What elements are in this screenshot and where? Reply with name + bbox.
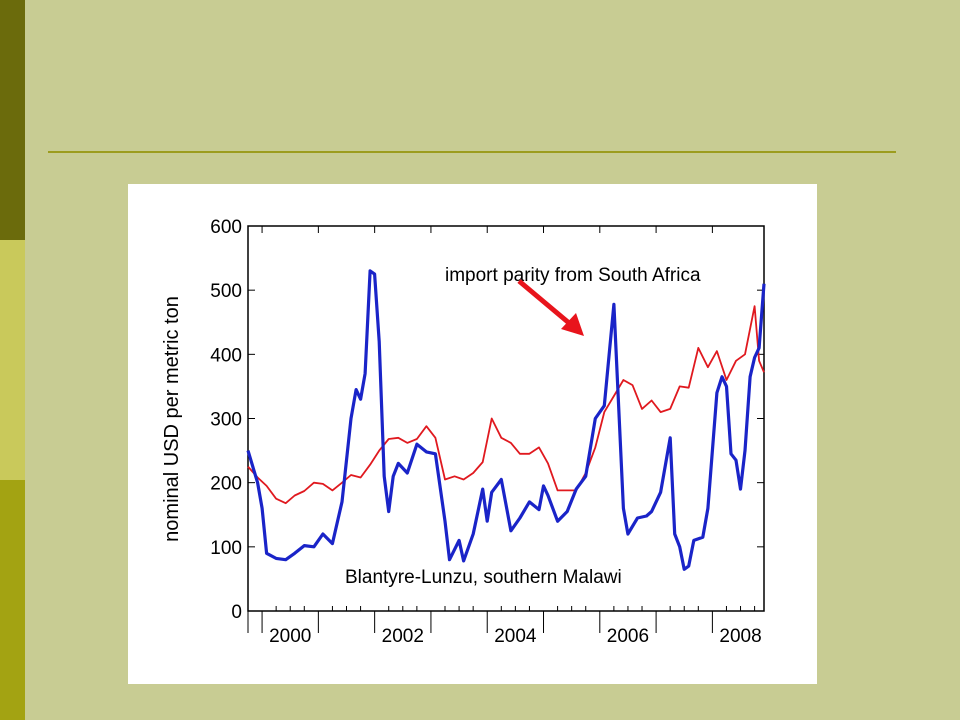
y-tick-label: 0 <box>231 602 242 623</box>
chart-panel: 0 100 200 300 400 500 600 2000 2002 2004 2006 2008 … <box>128 184 817 684</box>
annotation-blantyre-lunzu: Blantyre-Lunzu, southern Malawi <box>345 567 622 588</box>
series-layer <box>246 269 766 571</box>
y-tick-label: 300 <box>210 410 242 431</box>
x-tick-label: 2002 <box>382 626 424 647</box>
axes: 0 100 200 300 400 500 600 2000 2002 2004 2006 2008 <box>210 217 765 647</box>
y-tick-label: 200 <box>210 474 242 495</box>
arrow-icon <box>517 279 584 336</box>
x-tick-label: 2000 <box>269 626 311 647</box>
title-divider <box>48 151 896 153</box>
x-tick-label: 2004 <box>494 626 537 647</box>
y-tick-label: 400 <box>210 345 242 366</box>
x-tick-label: 2006 <box>607 626 649 647</box>
series-line-blantyre-lunzu <box>246 269 766 571</box>
annotation-import-parity: import parity from South Africa <box>445 265 701 286</box>
y-axis-label: nominal USD per metric ton <box>161 296 183 542</box>
accent-bar-top <box>0 0 25 240</box>
series-line-import-parity <box>247 305 765 505</box>
y-tick-label: 600 <box>210 217 242 238</box>
y-tick-label: 100 <box>210 538 242 559</box>
accent-bar-middle <box>0 240 25 480</box>
accent-bar-bottom <box>0 480 25 720</box>
x-tick-label: 2008 <box>719 626 761 647</box>
y-tick-label: 500 <box>210 281 242 302</box>
